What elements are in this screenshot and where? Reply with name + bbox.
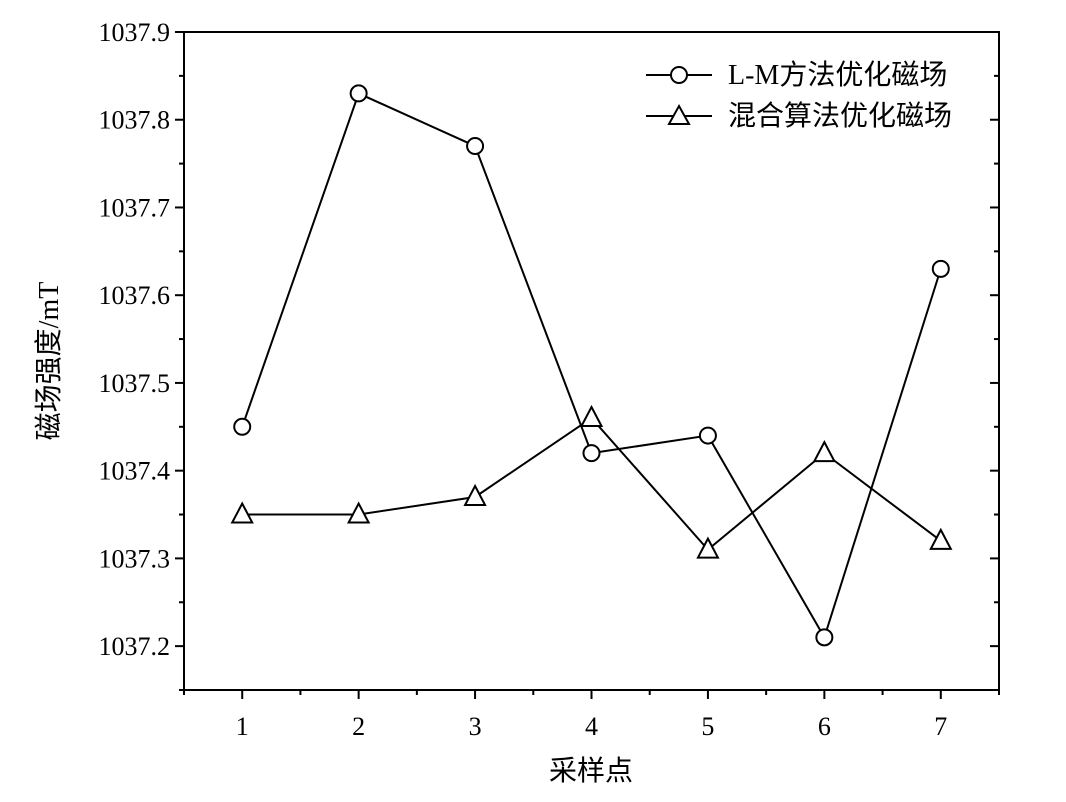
y-tick-label: 1037.8 <box>99 106 171 135</box>
data-point-circle <box>698 426 717 445</box>
data-point-circle <box>815 628 834 647</box>
series-layer <box>230 84 953 647</box>
data-point-triangle <box>929 527 953 550</box>
data-point-circle <box>349 84 368 103</box>
data-point-triangle <box>812 439 837 463</box>
y-tick-label: 1037.9 <box>99 18 171 47</box>
y-axis-title: 磁场强度/mT <box>33 282 65 441</box>
x-tick-label: 6 <box>818 712 831 741</box>
legend-marker-triangle <box>667 103 691 125</box>
x-axis-ticks: 1 2 3 4 5 6 7 <box>183 690 1000 741</box>
y-tick-label: 1037.6 <box>99 281 171 310</box>
data-point-circle <box>582 444 601 463</box>
data-point-circle <box>466 137 485 156</box>
data-point-triangle <box>579 404 604 428</box>
x-tick-label: 1 <box>236 712 249 741</box>
legend: L-M方法优化磁场 混合算法优化磁场 <box>646 59 952 132</box>
legend-label-lm: L-M方法优化磁场 <box>728 59 947 91</box>
x-tick-label: 4 <box>585 712 598 741</box>
series-line-2 <box>242 416 942 552</box>
y-axis-ticks: 1037.2 1037.3 1037.4 1037.5 1037.6 1037.7 1037… <box>99 18 999 691</box>
data-point-triangle <box>346 501 371 524</box>
data-point-triangle <box>230 501 254 524</box>
y-tick-label: 1037.7 <box>99 193 171 222</box>
x-tick-label: 5 <box>701 712 714 741</box>
y-tick-label: 1037.2 <box>99 632 171 661</box>
data-point-triangle <box>696 536 720 559</box>
x-tick-label: 2 <box>352 712 365 741</box>
x-tick-label: 7 <box>934 712 947 741</box>
data-point-circle <box>931 259 950 278</box>
y-tick-label: 1037.4 <box>99 457 171 486</box>
legend-marker-circle <box>670 66 688 84</box>
y-tick-label: 1037.3 <box>99 544 171 573</box>
data-point-triangle <box>463 483 487 506</box>
series-line-1 <box>241 92 942 640</box>
x-axis-title: 采样点 <box>549 755 633 787</box>
y-tick-label: 1037.5 <box>99 369 171 398</box>
data-point-circle <box>233 417 252 436</box>
x-tick-label: 3 <box>469 712 482 741</box>
legend-label-hybrid: 混合算法优化磁场 <box>728 100 952 132</box>
